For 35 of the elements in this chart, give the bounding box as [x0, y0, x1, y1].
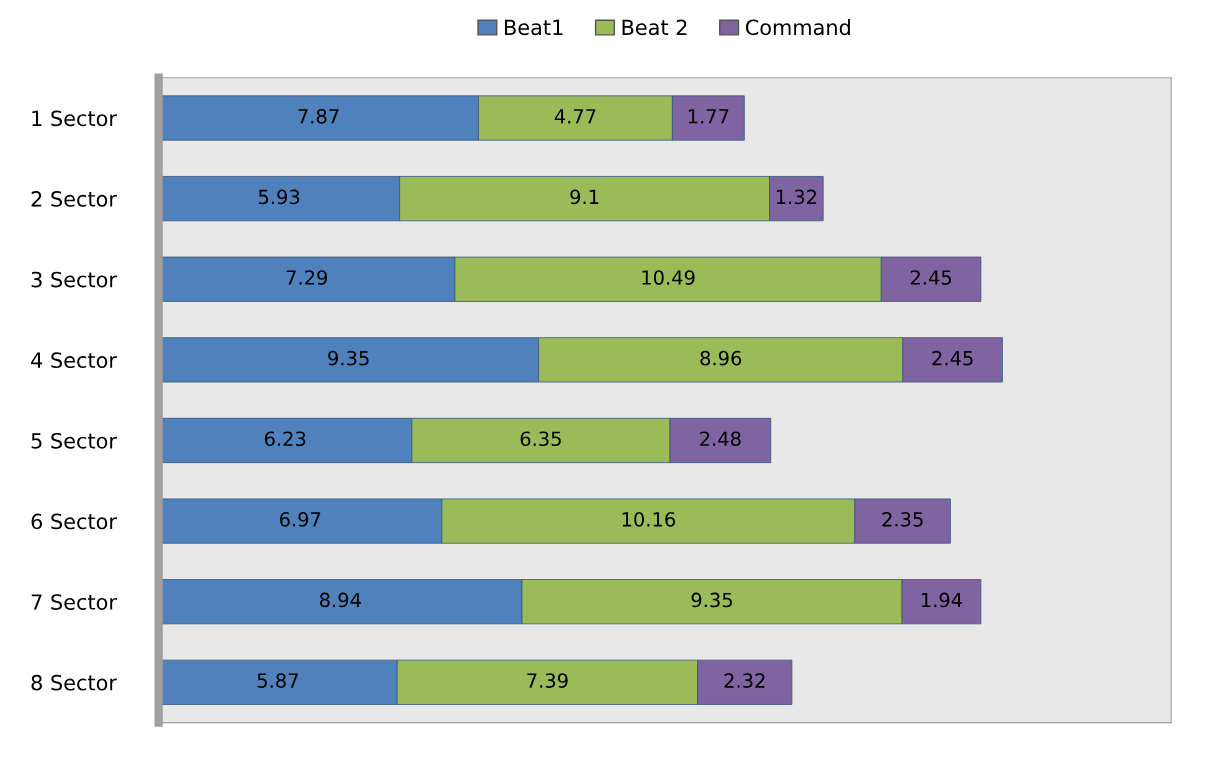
y-tick-label: 6 Sector	[31, 513, 117, 530]
data-label: 1.32	[776, 189, 817, 205]
y-tick-label: 2 Sector	[31, 191, 117, 207]
data-label: 7.87	[298, 108, 339, 124]
data-label: 5.93	[258, 189, 300, 205]
y-tick-label: 1 Sector	[32, 110, 117, 127]
data-label: 7.39	[527, 673, 568, 688]
data-label: 1.77	[688, 109, 729, 124]
data-label: 7.29	[286, 270, 328, 285]
data-label: 2.45	[910, 270, 952, 285]
y-tick-label: 7 Sector	[31, 594, 117, 610]
legend-label: Beat1	[505, 19, 563, 36]
data-label: 10.16	[622, 512, 676, 527]
data-label: 9.35	[328, 350, 369, 366]
data-label: 2.45	[932, 350, 973, 366]
y-tick-label: 3 Sector	[31, 271, 117, 288]
y-tick-label: 4 Sector	[31, 352, 117, 369]
data-label: 6.23	[264, 431, 306, 447]
legend-label: Command	[745, 19, 850, 36]
data-label: 2.32	[724, 673, 765, 688]
data-label: 6.35	[520, 431, 561, 447]
data-label: 5.87	[257, 673, 298, 688]
data-label: 10.49	[642, 270, 695, 285]
legend-label: Beat 2	[622, 19, 687, 36]
data-label: 4.77	[554, 109, 596, 124]
data-label: 8.94	[319, 592, 361, 608]
data-label: 6.97	[279, 512, 321, 527]
data-label: 9.1	[570, 189, 599, 205]
y-tick-label: 8 Sector	[31, 674, 117, 691]
y-tick-label: 5 Sector	[31, 432, 117, 449]
data-label: 9.35	[691, 592, 732, 608]
data-label: 2.35	[882, 512, 923, 527]
data-label: 1.94	[921, 592, 963, 608]
data-label: 8.96	[700, 350, 742, 366]
data-label: 2.48	[700, 431, 741, 447]
